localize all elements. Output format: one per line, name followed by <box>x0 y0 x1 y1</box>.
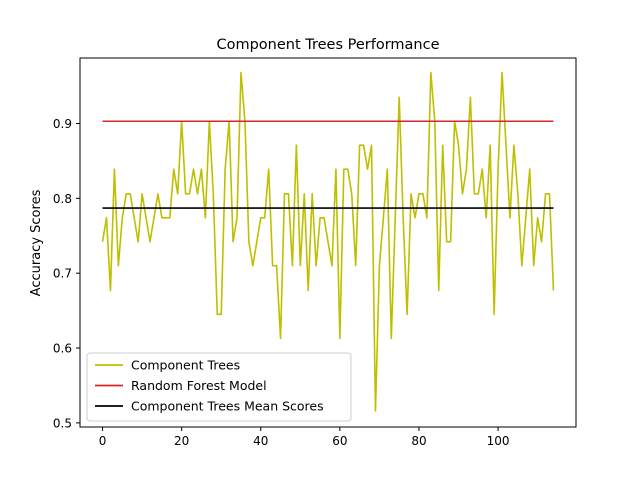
chart-title: Component Trees Performance <box>216 37 439 53</box>
y-tick-label: 0.6 <box>53 342 72 356</box>
series-line-component-trees <box>101 71 555 412</box>
y-tick-label: 0.5 <box>53 416 72 430</box>
y-tick-label: 0.8 <box>53 192 72 206</box>
legend-entry-label: Component Trees <box>131 358 240 373</box>
legend-entry-label: Component Trees Mean Scores <box>131 399 324 414</box>
x-tick-label: 40 <box>253 434 268 448</box>
x-tick-label: 20 <box>174 434 189 448</box>
plot-area <box>101 71 555 412</box>
x-tick-label: 0 <box>99 434 107 448</box>
axes-frame <box>79 57 577 428</box>
legend-box <box>86 352 352 422</box>
y-axis-label: Accuracy Scores <box>29 189 44 296</box>
x-tick-label: 100 <box>487 434 510 448</box>
x-tick-label: 60 <box>332 434 347 448</box>
legend-entry-label: Random Forest Model <box>131 378 267 393</box>
y-tick-label: 0.9 <box>53 117 72 131</box>
y-tick-label: 0.7 <box>53 267 72 281</box>
legend: Component Trees Random Forest Model Compon… <box>86 352 352 422</box>
axis-ticks: 0 20 40 60 80 100 0.5 0.6 0.7 0.8 0.9 <box>53 117 510 448</box>
x-tick-label: 80 <box>411 434 426 448</box>
